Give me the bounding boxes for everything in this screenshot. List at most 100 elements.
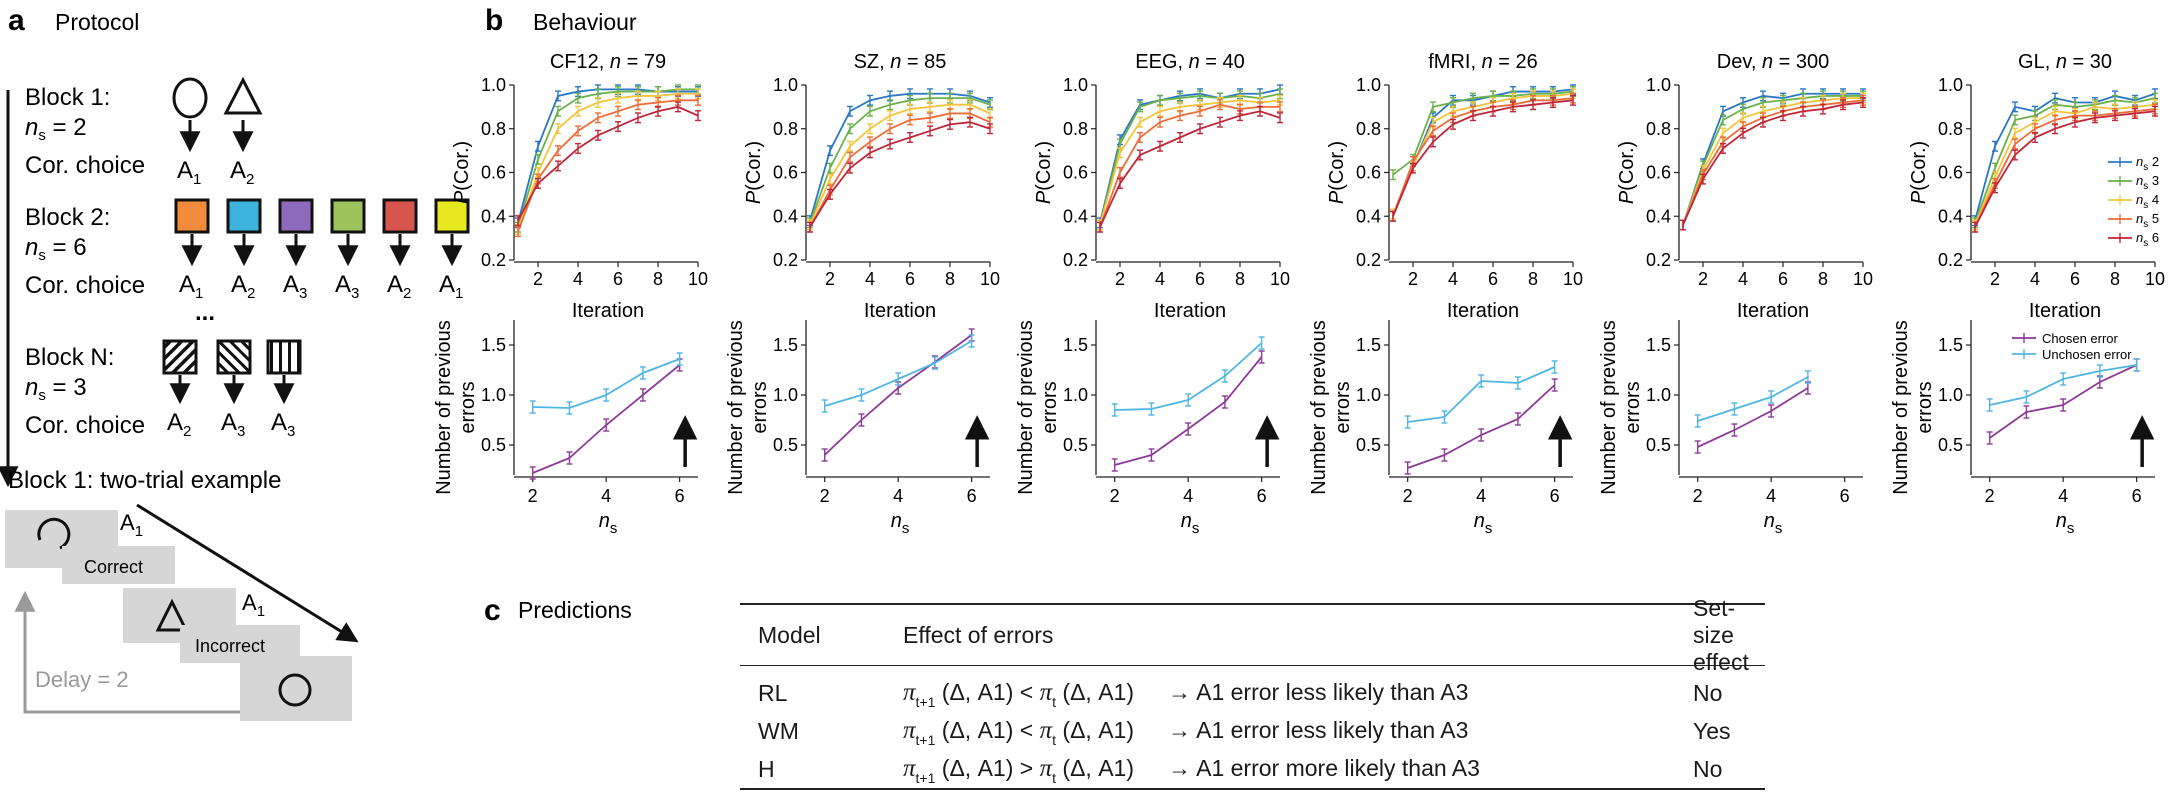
title-n-value: = 300 [1773, 51, 1829, 73]
x-tick-label: 4 [1766, 486, 1776, 506]
errors-chart: 0.5 1.0 1.5 2 4 6 ns Number of previous errors [1890, 320, 2155, 537]
ylabel-line2: errors [457, 381, 479, 433]
errors-chart: 0.5 1.0 1.5 2 4 6 ns Number of previous errors [1308, 320, 1573, 537]
y-tick-label: 0.5 [773, 435, 798, 455]
legend-sub: s [2143, 162, 2148, 173]
action-letter: A [177, 157, 193, 184]
ylabel-line1: Number of previous [725, 320, 747, 495]
y-tick-label: 1.5 [1938, 335, 1963, 355]
block-ns: ns = 6 [25, 234, 87, 264]
pi-sub: t+1 [915, 732, 936, 748]
y-tick-label: 1.0 [481, 385, 506, 405]
x-tick-label: 8 [1528, 269, 1538, 289]
x-tick-label: 8 [1235, 269, 1245, 289]
xlabel-n: n [1764, 510, 1775, 532]
x-tick-label: 2 [1408, 269, 1418, 289]
x-axis-label: Iteration [1447, 300, 1519, 322]
xlabel-sub: s [1485, 520, 1493, 537]
y-tick-label: 0.2 [1356, 250, 1381, 270]
pcor-chart: 0.2 0.4 0.6 0.8 1.0 2 4 6 8 10 Iteration P(Cor.) [1616, 75, 1873, 322]
pattern-square-stimulus [216, 339, 252, 375]
title-n-value: = 26 [1493, 51, 1538, 73]
ns-value: = 6 [46, 234, 87, 261]
y-tick-label: 0.4 [481, 206, 506, 226]
pi-sub: t+1 [915, 694, 936, 710]
y-tick-label: 0.8 [1356, 119, 1381, 139]
legend-sub: s [2143, 219, 2148, 230]
legend-label: Unchosen error [2042, 347, 2132, 362]
series-ns6-line [1682, 101, 1864, 226]
ylabel-rest: (Cor.) [1908, 141, 1930, 191]
x-tick-label: 6 [1488, 269, 1498, 289]
x-tick-label: 4 [2058, 486, 2068, 506]
x-tick-label: 2 [820, 486, 830, 506]
y-tick-label: 0.5 [1356, 435, 1381, 455]
x-tick-label: 2 [1110, 486, 1120, 506]
trial2-action: A1 [242, 590, 265, 620]
ylabel-line1: Number of previous [1598, 320, 1620, 495]
header-effect: Effect of errors [903, 621, 1054, 648]
action-sub: 1 [195, 285, 203, 302]
action-label: A3 [221, 409, 245, 440]
ns-legend: ns 2ns 3ns 4ns 5ns 6 [2108, 154, 2159, 249]
x-axis-label: ns [599, 510, 618, 537]
y-tick-label: 0.6 [1646, 163, 1671, 183]
x-tick-label: 8 [1818, 269, 1828, 289]
ylabel-line1: Number of previous [433, 320, 455, 495]
action-label: A3 [283, 271, 307, 302]
xlabel-n: n [1474, 510, 1485, 532]
panel-a-title: Protocol [55, 9, 139, 35]
chart-title: Dev, n = 300 [1717, 51, 1830, 73]
x-tick-label: 4 [1476, 486, 1486, 506]
y-tick-label: 0.6 [481, 163, 506, 183]
effect-cell: πt+1 (Δ, A1) > πt (Δ, A1) → A1 error more… [903, 755, 1693, 786]
series-ns6-line [517, 105, 699, 222]
x-tick-label: 6 [1840, 486, 1850, 506]
pattern-square-stimulus [266, 339, 302, 375]
x-axis-label: ns [1474, 510, 1493, 537]
legend-val: 5 [2148, 211, 2159, 226]
x-tick-label: 10 [980, 269, 1000, 289]
color-square-stimulus [330, 198, 366, 234]
block-name: Block 2: [25, 204, 110, 231]
xlabel-sub: s [610, 520, 618, 537]
action-label: A3 [335, 271, 359, 302]
action-sub: 1 [193, 171, 201, 188]
chart-title: SZ, n = 85 [854, 51, 947, 73]
y-tick-label: 0.2 [773, 250, 798, 270]
ylabel-rest: (Cor.) [1616, 141, 1638, 191]
x-axis-label: Iteration [572, 300, 644, 322]
feedback-incorrect: Incorrect [195, 636, 265, 656]
series-ns4-line [1392, 92, 1574, 215]
title-n: n [1762, 51, 1773, 73]
color-square-stimulus [434, 198, 470, 234]
color-square-stimulus [278, 198, 314, 234]
setsize-value: Yes [1693, 717, 1731, 744]
legend-sub: s [2143, 238, 2148, 249]
chart-title: CF12, n = 79 [550, 51, 666, 73]
dataset-fmri-charts: fMRI, n = 26 0.2 0.4 0.6 0.8 1.0 2 4 6 8 10 Iterati… [1308, 51, 1583, 537]
x-tick-label: 2 [1698, 269, 1708, 289]
xlabel-sub: s [2067, 520, 2075, 537]
y-tick-label: 0.4 [1646, 206, 1671, 226]
y-tick-label: 0.2 [1646, 250, 1671, 270]
pcor-chart: 0.2 0.4 0.6 0.8 1.0 2 4 6 8 10 Iteration P(Cor.) [1326, 75, 1583, 322]
x-tick-label: 10 [688, 269, 708, 289]
y-tick-label: 0.2 [1063, 250, 1088, 270]
action-letter: A [231, 271, 247, 298]
dataset-dev-charts: Dev, n = 300 0.2 0.4 0.6 0.8 1.0 2 4 6 8 10 Iterati… [1598, 51, 1873, 537]
legend-n: n [2136, 154, 2143, 169]
effect-description: → A1 error more likely than A3 [1168, 755, 1480, 781]
block-name: Block N: [25, 344, 114, 371]
chosen-error-line [1407, 384, 1556, 469]
legend-sub: s [2143, 181, 2148, 192]
panel-b-label: b [485, 4, 503, 37]
action-sub: 3 [237, 423, 245, 440]
legend-n: n [2136, 192, 2143, 207]
pcor-chart: 0.2 0.4 0.6 0.8 1.0 2 4 6 8 10 Iteration P(Cor.) [1033, 75, 1290, 322]
legend-label: ns 5 [2136, 211, 2159, 230]
x-tick-label: 6 [905, 269, 915, 289]
chart-title: GL, n = 30 [2018, 51, 2112, 73]
circle-stimulus [172, 77, 208, 119]
trial-flow-arrow [136, 503, 359, 643]
